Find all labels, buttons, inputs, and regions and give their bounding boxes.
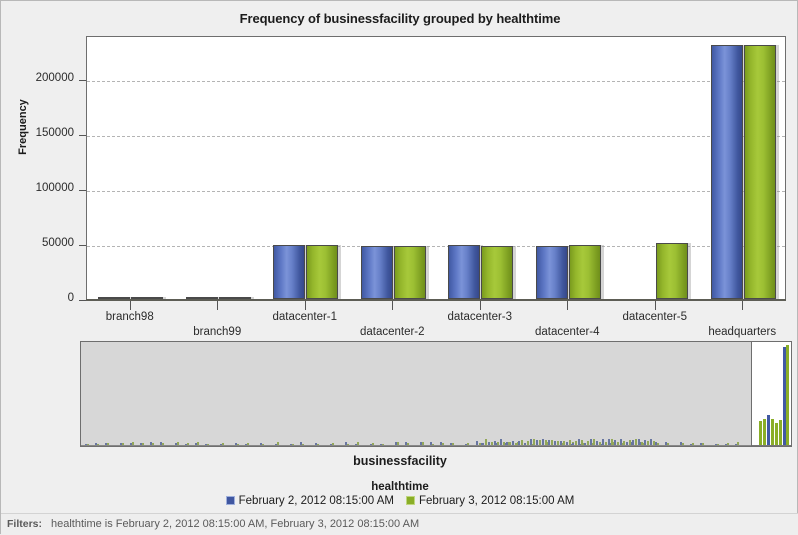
legend-item-label: February 2, 2012 08:15:00 AM — [239, 495, 394, 507]
x-tick-label-datacenter-2: datacenter-2 — [360, 326, 425, 338]
bar-datacenter-5-series2[interactable] — [656, 243, 688, 299]
y-tick-label: 0 — [8, 292, 74, 304]
y-tick-label: 50000 — [8, 237, 74, 249]
x-tick-label-branch98: branch98 — [106, 311, 154, 323]
bar-datacenter-1-series1[interactable] — [273, 245, 305, 299]
navigator-bar — [779, 420, 782, 445]
x-tick-label-datacenter-1: datacenter-1 — [272, 311, 337, 323]
navigator-selection-handle[interactable] — [81, 342, 752, 446]
y-tick-label: 200000 — [8, 72, 74, 84]
y-tick-mark — [79, 135, 86, 136]
legend: healthtime February 2, 2012 08:15:00 AM F… — [1, 481, 798, 507]
legend-item-label: February 3, 2012 08:15:00 AM — [419, 495, 574, 507]
x-tick-mark — [305, 301, 306, 310]
bar-datacenter-2-series2[interactable] — [394, 246, 426, 299]
x-axis-title: businessfacility — [1, 454, 798, 468]
navigator-bar — [759, 421, 762, 445]
navigator-bar — [763, 419, 766, 445]
filters-bar: Filters: healthtime is February 2, 2012 … — [1, 513, 798, 535]
bar-datacenter-3-series1[interactable] — [448, 245, 480, 299]
chart-title: Frequency of businessfacility grouped by… — [1, 11, 798, 26]
y-tick-label: 100000 — [8, 182, 74, 194]
x-tick-mark — [742, 301, 743, 310]
x-tick-label-headquarters: headquarters — [708, 326, 776, 338]
legend-title: healthtime — [1, 481, 798, 493]
gridline — [87, 81, 785, 82]
navigator-bar — [771, 419, 774, 445]
x-tick-mark — [655, 301, 656, 310]
bar-headquarters-series1[interactable] — [711, 45, 743, 299]
range-navigator[interactable] — [80, 341, 792, 447]
navigator-bar — [767, 415, 770, 445]
legend-items: February 2, 2012 08:15:00 AM February 3, … — [1, 495, 798, 507]
x-tick-label-datacenter-4: datacenter-4 — [535, 326, 600, 338]
x-axis-line — [86, 299, 786, 301]
bar-datacenter-2-series1[interactable] — [361, 246, 393, 299]
y-tick-mark — [79, 245, 86, 246]
bar-headquarters-series2[interactable] — [744, 45, 776, 299]
legend-swatch-icon — [226, 496, 235, 505]
filters-label: Filters: — [7, 518, 42, 530]
bar-datacenter-4-series2[interactable] — [569, 245, 601, 299]
bar-datacenter-4-series1[interactable] — [536, 246, 568, 299]
legend-swatch-icon — [406, 496, 415, 505]
x-tick-mark — [392, 301, 393, 310]
x-tick-mark — [567, 301, 568, 310]
x-tick-mark — [480, 301, 481, 310]
gridline — [87, 191, 785, 192]
filters-value[interactable]: healthtime is February 2, 2012 08:15:00 … — [51, 518, 419, 530]
chart-panel: Frequency of businessfacility grouped by… — [0, 0, 798, 534]
x-tick-label-branch99: branch99 — [193, 326, 241, 338]
gridline — [87, 136, 785, 137]
bar-datacenter-1-series2[interactable] — [306, 245, 338, 299]
x-tick-mark — [130, 301, 131, 310]
legend-item-1[interactable]: February 2, 2012 08:15:00 AM — [226, 495, 394, 507]
navigator-bar — [786, 345, 789, 445]
x-tick-mark — [217, 301, 218, 310]
navigator-bar — [775, 423, 778, 445]
y-tick-mark — [79, 190, 86, 191]
y-tick-mark — [79, 300, 86, 301]
x-tick-label-datacenter-3: datacenter-3 — [447, 311, 512, 323]
y-tick-mark — [79, 80, 86, 81]
y-tick-label: 150000 — [8, 127, 74, 139]
plot-area — [86, 36, 786, 300]
x-tick-label-datacenter-5: datacenter-5 — [622, 311, 687, 323]
legend-item-2[interactable]: February 3, 2012 08:15:00 AM — [406, 495, 574, 507]
bar-datacenter-3-series2[interactable] — [481, 246, 513, 299]
